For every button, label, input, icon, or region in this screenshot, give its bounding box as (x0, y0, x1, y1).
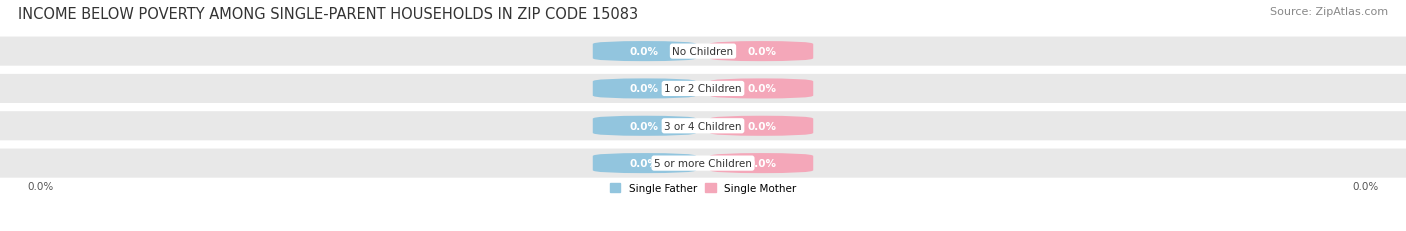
Text: Source: ZipAtlas.com: Source: ZipAtlas.com (1270, 7, 1388, 17)
FancyBboxPatch shape (0, 149, 1406, 178)
Text: 0.0%: 0.0% (747, 84, 776, 94)
Legend: Single Father, Single Mother: Single Father, Single Mother (606, 179, 800, 197)
Text: 0.0%: 0.0% (1353, 182, 1378, 191)
FancyBboxPatch shape (0, 112, 1406, 141)
Text: 1 or 2 Children: 1 or 2 Children (664, 84, 742, 94)
Text: INCOME BELOW POVERTY AMONG SINGLE-PARENT HOUSEHOLDS IN ZIP CODE 15083: INCOME BELOW POVERTY AMONG SINGLE-PARENT… (18, 7, 638, 22)
Text: 0.0%: 0.0% (747, 158, 776, 168)
FancyBboxPatch shape (593, 42, 696, 62)
FancyBboxPatch shape (593, 153, 696, 173)
Text: 5 or more Children: 5 or more Children (654, 158, 752, 168)
FancyBboxPatch shape (710, 79, 813, 99)
FancyBboxPatch shape (0, 75, 1406, 103)
FancyBboxPatch shape (710, 42, 813, 62)
Text: 3 or 4 Children: 3 or 4 Children (664, 121, 742, 131)
Text: 0.0%: 0.0% (630, 121, 659, 131)
FancyBboxPatch shape (710, 153, 813, 173)
FancyBboxPatch shape (0, 37, 1406, 66)
Text: 0.0%: 0.0% (630, 84, 659, 94)
Text: 0.0%: 0.0% (747, 121, 776, 131)
FancyBboxPatch shape (593, 79, 696, 99)
Text: No Children: No Children (672, 47, 734, 57)
Text: 0.0%: 0.0% (630, 158, 659, 168)
FancyBboxPatch shape (593, 116, 696, 136)
Text: 0.0%: 0.0% (28, 182, 53, 191)
FancyBboxPatch shape (710, 116, 813, 136)
Text: 0.0%: 0.0% (747, 47, 776, 57)
Text: 0.0%: 0.0% (630, 47, 659, 57)
